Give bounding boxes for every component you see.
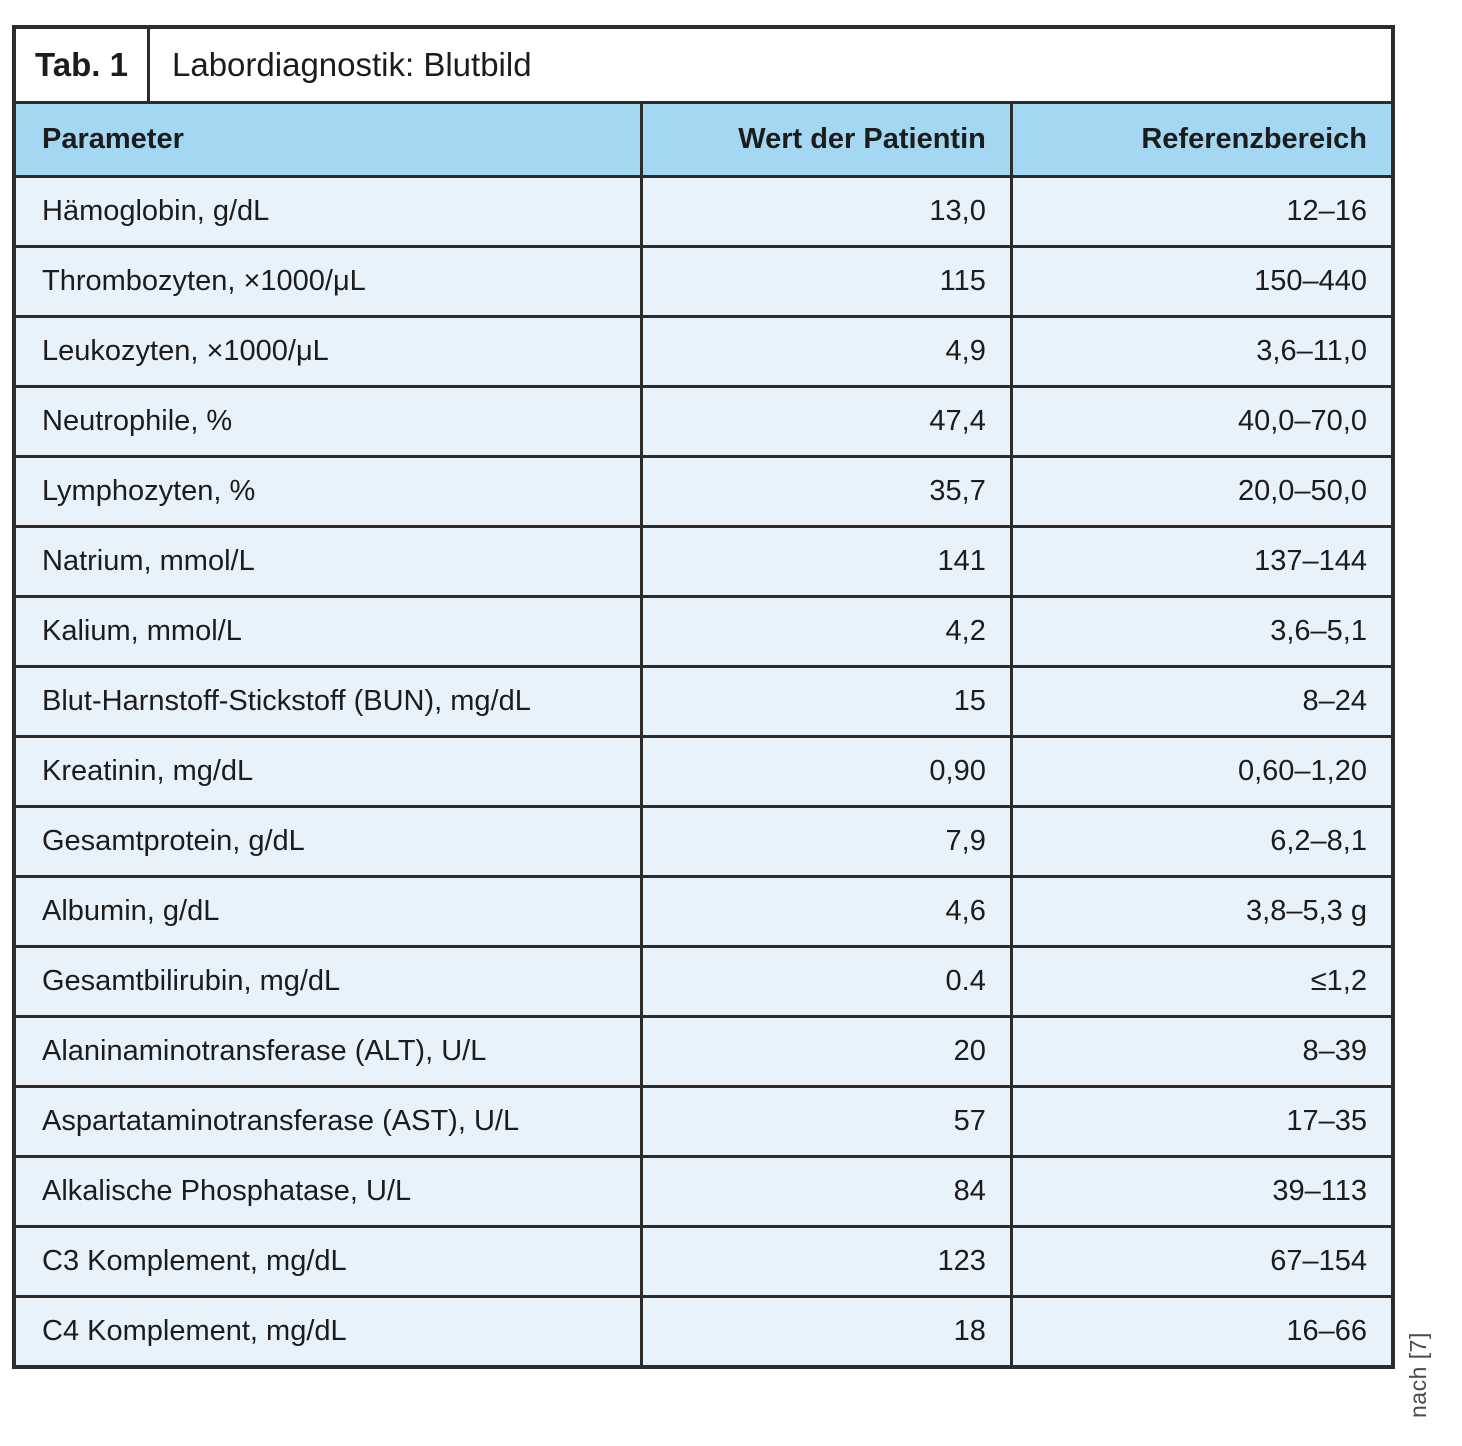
reference-range-cell: 8–39 (1302, 1035, 1367, 1067)
patient-value-cell: 0.4 (643, 948, 1013, 1015)
column-header-reference-range: Referenzbereich (1141, 123, 1367, 155)
parameter-cell: Albumin, g/dL (16, 878, 643, 945)
table-row: Kalium, mmol/L 4,2 3,6–5,1 (16, 595, 1391, 665)
table-row: C4 Komplement, mg/dL 18 16–66 (16, 1295, 1391, 1365)
table-body: Hämoglobin, g/dL 13,0 12–16 Thrombozyten… (16, 175, 1391, 1365)
reference-range-cell: 6,2–8,1 (1270, 825, 1367, 857)
patient-value-cell: 20 (643, 1018, 1013, 1085)
table-row: Natrium, mmol/L 141 137–144 (16, 525, 1391, 595)
parameter-cell: Alkalische Phosphatase, U/L (16, 1158, 643, 1225)
source-citation-note: nach [7] (1405, 1332, 1431, 1418)
table-caption-row: Tab. 1 Labordiagnostik: Blutbild (16, 29, 1391, 104)
reference-range-cell: 3,6–5,1 (1270, 615, 1367, 647)
reference-range-cell: 16–66 (1286, 1315, 1367, 1347)
parameter-cell: Leukozyten, ×1000/μL (16, 318, 643, 385)
patient-value-cell: 57 (643, 1088, 1013, 1155)
table-row: Alkalische Phosphatase, U/L 84 39–113 (16, 1155, 1391, 1225)
table-title: Labordiagnostik: Blutbild (172, 46, 532, 83)
reference-range-cell: 3,8–5,3 g (1246, 895, 1367, 927)
reference-range-cell: 150–440 (1254, 265, 1367, 297)
table-row: Thrombozyten, ×1000/μL 115 150–440 (16, 245, 1391, 315)
patient-value-cell: 141 (643, 528, 1013, 595)
table-row: C3 Komplement, mg/dL 123 67–154 (16, 1225, 1391, 1295)
parameter-cell: C3 Komplement, mg/dL (16, 1228, 643, 1295)
reference-range-cell: 8–24 (1302, 685, 1367, 717)
parameter-cell: Natrium, mmol/L (16, 528, 643, 595)
parameter-cell: C4 Komplement, mg/dL (16, 1298, 643, 1365)
reference-range-cell: 17–35 (1286, 1105, 1367, 1137)
parameter-cell: Neutrophile, % (16, 388, 643, 455)
table-row: Leukozyten, ×1000/μL 4,9 3,6–11,0 (16, 315, 1391, 385)
column-header-parameter: Parameter (16, 104, 643, 175)
parameter-cell: Thrombozyten, ×1000/μL (16, 248, 643, 315)
table-row: Neutrophile, % 47,4 40,0–70,0 (16, 385, 1391, 455)
table-row: Hämoglobin, g/dL 13,0 12–16 (16, 175, 1391, 245)
table-row: Albumin, g/dL 4,6 3,8–5,3 g (16, 875, 1391, 945)
reference-range-cell: 20,0–50,0 (1237, 475, 1367, 507)
patient-value-cell: 0,90 (643, 738, 1013, 805)
table-header-row: Parameter Wert der Patientin Referenzber… (16, 104, 1391, 175)
parameter-cell: Kreatinin, mg/dL (16, 738, 643, 805)
parameter-cell: Alaninaminotransferase (ALT), U/L (16, 1018, 643, 1085)
patient-value-cell: 4,6 (643, 878, 1013, 945)
reference-range-cell: 0,60–1,20 (1237, 755, 1367, 787)
parameter-cell: Gesamtbilirubin, mg/dL (16, 948, 643, 1015)
reference-range-cell: 40,0–70,0 (1237, 405, 1367, 437)
reference-range-cell: 39–113 (1272, 1175, 1367, 1207)
parameter-cell: Aspartataminotransferase (AST), U/L (16, 1088, 643, 1155)
patient-value-cell: 7,9 (643, 808, 1013, 875)
patient-value-cell: 84 (643, 1158, 1013, 1225)
table-row: Blut-Harnstoff-Stickstoff (BUN), mg/dL 1… (16, 665, 1391, 735)
reference-range-cell: 3,6–11,0 (1256, 335, 1367, 367)
reference-range-cell: 12–16 (1286, 195, 1367, 227)
table-row: Gesamtbilirubin, mg/dL 0.4 ≤1,2 (16, 945, 1391, 1015)
table-row: Gesamtprotein, g/dL 7,9 6,2–8,1 (16, 805, 1391, 875)
parameter-cell: Kalium, mmol/L (16, 598, 643, 665)
patient-value-cell: 15 (643, 668, 1013, 735)
table-row: Alaninaminotransferase (ALT), U/L 20 8–3… (16, 1015, 1391, 1085)
parameter-cell: Hämoglobin, g/dL (16, 178, 643, 245)
parameter-cell: Gesamtprotein, g/dL (16, 808, 643, 875)
reference-range-cell: ≤1,2 (1310, 965, 1367, 997)
patient-value-cell: 35,7 (643, 458, 1013, 525)
table-row: Aspartataminotransferase (AST), U/L 57 1… (16, 1085, 1391, 1155)
parameter-cell: Blut-Harnstoff-Stickstoff (BUN), mg/dL (16, 668, 643, 735)
lab-table: Tab. 1 Labordiagnostik: Blutbild Paramet… (12, 25, 1395, 1369)
table-row: Kreatinin, mg/dL 0,90 0,60–1,20 (16, 735, 1391, 805)
patient-value-cell: 13,0 (643, 178, 1013, 245)
patient-value-cell: 47,4 (643, 388, 1013, 455)
patient-value-cell: 4,2 (643, 598, 1013, 665)
patient-value-cell: 18 (643, 1298, 1013, 1365)
parameter-cell: Lymphozyten, % (16, 458, 643, 525)
table-row: Lymphozyten, % 35,7 20,0–50,0 (16, 455, 1391, 525)
table-label: Tab. 1 (16, 29, 150, 101)
patient-value-cell: 115 (643, 248, 1013, 315)
patient-value-cell: 123 (643, 1228, 1013, 1295)
column-header-patient-value: Wert der Patientin (643, 104, 1013, 175)
reference-range-cell: 137–144 (1254, 545, 1367, 577)
patient-value-cell: 4,9 (643, 318, 1013, 385)
reference-range-cell: 67–154 (1270, 1245, 1367, 1277)
